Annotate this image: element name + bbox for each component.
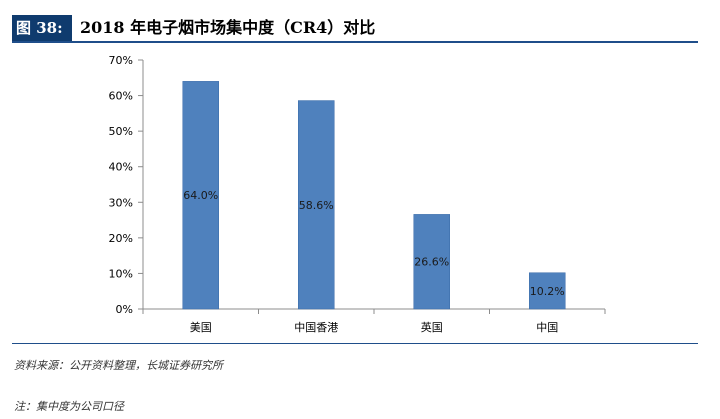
bar-value-label: 58.6% [299,199,334,212]
x-category-label: 英国 [421,320,443,334]
source-note: 资料来源：公开资料整理，长城证券研究所 [14,359,223,372]
bar-value-label: 64.0% [183,189,218,202]
chart-area: 0% 10% 20% 30% 40% 50% 60% 70% 美国 中国香港 英国 中国 64.0%… [0,44,720,344]
bar-value-label: 10.2% [530,285,565,298]
y-tick-label: 30% [109,196,133,209]
figure-header: 图 38: 2018 年电子烟市场集中度（CR4）对比 [0,0,720,44]
y-tick-label: 0% [116,303,133,316]
y-tick-label: 70% [109,54,133,67]
x-category-label: 中国 [536,321,558,334]
bar-value-label: 26.6% [414,256,449,269]
y-tick-label: 10% [109,267,133,280]
bar-chart: 0% 10% 20% 30% 40% 50% 60% 70% 美国 中国香港 英国 中国 64.0%… [109,54,606,334]
data-labels: 64.0% 58.6% 26.6% 10.2% [183,189,564,298]
figure-number: 图 38: [12,15,72,41]
y-tick-label: 60% [109,90,133,103]
y-tick-label: 50% [109,125,133,138]
bars [182,81,566,310]
bar-1 [298,100,335,310]
y-tick-label: 40% [109,161,133,174]
x-category-label: 中国香港 [294,321,338,334]
bar-2 [413,214,450,310]
x-axis: 美国 中国香港 英国 中国 [142,308,606,334]
y-axis: 0% 10% 20% 30% 40% 50% 60% 70% [109,54,144,316]
figure-title: 2018 年电子烟市场集中度（CR4）对比 [80,18,376,37]
bar-3 [529,272,566,310]
footer-rule [12,343,698,344]
y-tick-label: 20% [109,232,133,245]
footnote: 注：集中度为公司口径 [14,400,124,413]
bar-0 [182,81,219,310]
header-rule [12,41,698,43]
x-category-label: 美国 [190,321,212,334]
